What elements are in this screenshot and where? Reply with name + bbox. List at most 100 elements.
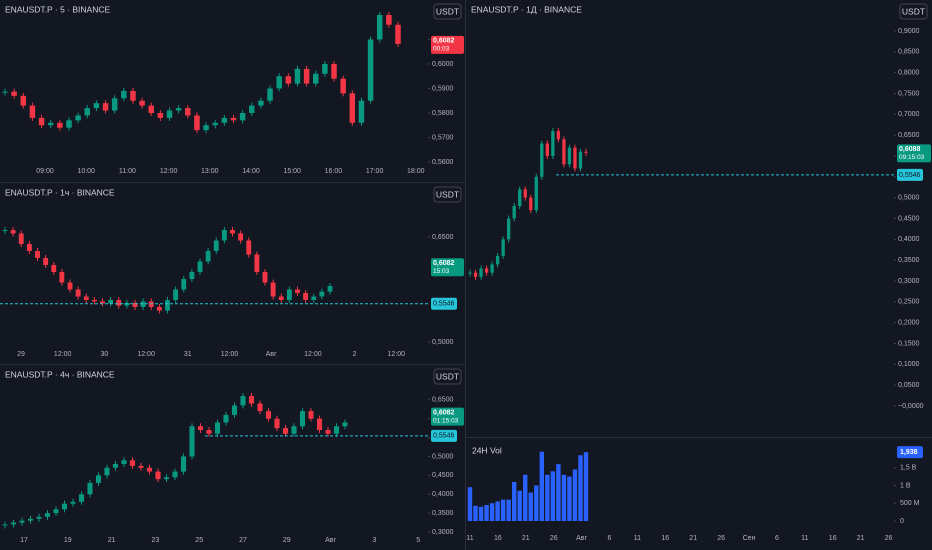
volume-bar [578, 455, 583, 521]
currency[interactable]: USDT [436, 6, 459, 16]
y-tick-label: 0 [900, 518, 904, 525]
candle [197, 426, 204, 431]
x-tick-label: 11 [634, 535, 641, 542]
x-tick-label: 16 [494, 535, 502, 542]
y-tick-label: 0,5000 [432, 453, 454, 460]
countdown: 15:03 [433, 268, 450, 275]
currency[interactable]: USDT [436, 371, 459, 381]
x-tick-label: 12:00 [388, 351, 406, 358]
candle [121, 460, 127, 465]
candle [43, 257, 49, 265]
candle [194, 115, 200, 131]
candle [84, 108, 90, 116]
y-tick-label: 0,4500 [432, 472, 454, 479]
y-tick-label: 0,4000 [432, 491, 454, 498]
x-tick-label: 30 [101, 351, 109, 358]
y-tick-label: 0,6000 [432, 61, 454, 68]
candle [102, 103, 109, 111]
x-tick-label: Авг [266, 351, 277, 358]
candle [270, 282, 276, 297]
currency-button[interactable] [899, 3, 928, 20]
base-price: 0,5546 [899, 172, 921, 179]
candle [529, 197, 533, 211]
candle [26, 243, 32, 251]
candle [19, 520, 25, 523]
candle [221, 117, 228, 123]
x-tick-label: 14:00 [242, 168, 260, 175]
candle [523, 189, 527, 198]
currency-button[interactable] [433, 368, 462, 385]
candle [205, 250, 211, 262]
x-tick-label: 10:00 [77, 168, 95, 175]
candle [185, 108, 191, 116]
candle [44, 513, 51, 517]
candle [189, 426, 195, 457]
candle [584, 151, 588, 153]
currency-button[interactable] [433, 186, 462, 203]
volume-bar [478, 506, 484, 521]
pane-title: ENAUSDT.P · 4ч · BINANCE [5, 369, 115, 379]
candle [61, 503, 68, 510]
candle [100, 301, 105, 304]
x-tick-label: Авг [576, 535, 587, 542]
base-price: 0,5546 [433, 301, 455, 308]
volume-bar [473, 505, 478, 521]
candle [104, 467, 110, 476]
price-tag [431, 407, 464, 426]
y-tick-label: 1,5 B [900, 465, 917, 472]
pane-title: ENAUSDT.P · 5 · BINANCE [5, 4, 111, 14]
x-tick-label: 31 [184, 351, 192, 358]
y-tick-label: 0,4500 [898, 215, 920, 222]
candle [38, 117, 45, 126]
candle [2, 229, 8, 231]
y-tick-label: −0,0000 [898, 403, 924, 410]
volume-bar [550, 471, 556, 521]
candle [295, 289, 300, 294]
candle [2, 524, 8, 526]
currency[interactable]: USDT [436, 189, 459, 199]
candle [319, 291, 325, 297]
candle [223, 414, 229, 423]
x-tick-label: 19 [64, 537, 72, 544]
x-tick-label: 6 [608, 535, 612, 542]
candle [282, 428, 289, 434]
candle [189, 271, 195, 279]
candle [238, 233, 244, 241]
candle [175, 108, 182, 111]
currency[interactable]: USDT [902, 6, 925, 16]
candle [349, 93, 356, 123]
pane-title: ENAUSDT.P · 1ч · BINANCE [5, 187, 115, 197]
x-tick-label: 2 [353, 351, 357, 358]
candle [212, 122, 218, 126]
candle [545, 143, 549, 156]
currency-button[interactable] [433, 3, 462, 20]
x-tick-label: 16 [829, 535, 837, 542]
candle [239, 112, 246, 121]
base-price: 0,5546 [433, 433, 455, 440]
base-tag [431, 297, 457, 310]
x-tick-label: 12:00 [221, 351, 239, 358]
candle [91, 300, 97, 302]
candle [197, 261, 203, 272]
y-tick-label: 500 M [900, 500, 920, 507]
candle [308, 411, 314, 419]
candle [11, 91, 17, 96]
x-tick-label: 29 [17, 351, 25, 358]
candle [265, 411, 272, 419]
y-tick-label: 0,6500 [432, 397, 454, 404]
x-tick-label: 13:00 [201, 168, 219, 175]
candle [573, 147, 577, 169]
candle [230, 229, 235, 234]
candle [36, 516, 42, 519]
candle [518, 189, 522, 206]
x-tick-label: 12:00 [160, 168, 178, 175]
candle [495, 256, 500, 265]
y-tick-label: 0,0500 [898, 382, 920, 389]
x-tick-label: 23 [152, 537, 160, 544]
candle [78, 494, 85, 502]
candle [278, 296, 284, 301]
volume-bar [511, 481, 517, 521]
x-tick-label: 6 [775, 535, 779, 542]
candle [66, 120, 72, 128]
